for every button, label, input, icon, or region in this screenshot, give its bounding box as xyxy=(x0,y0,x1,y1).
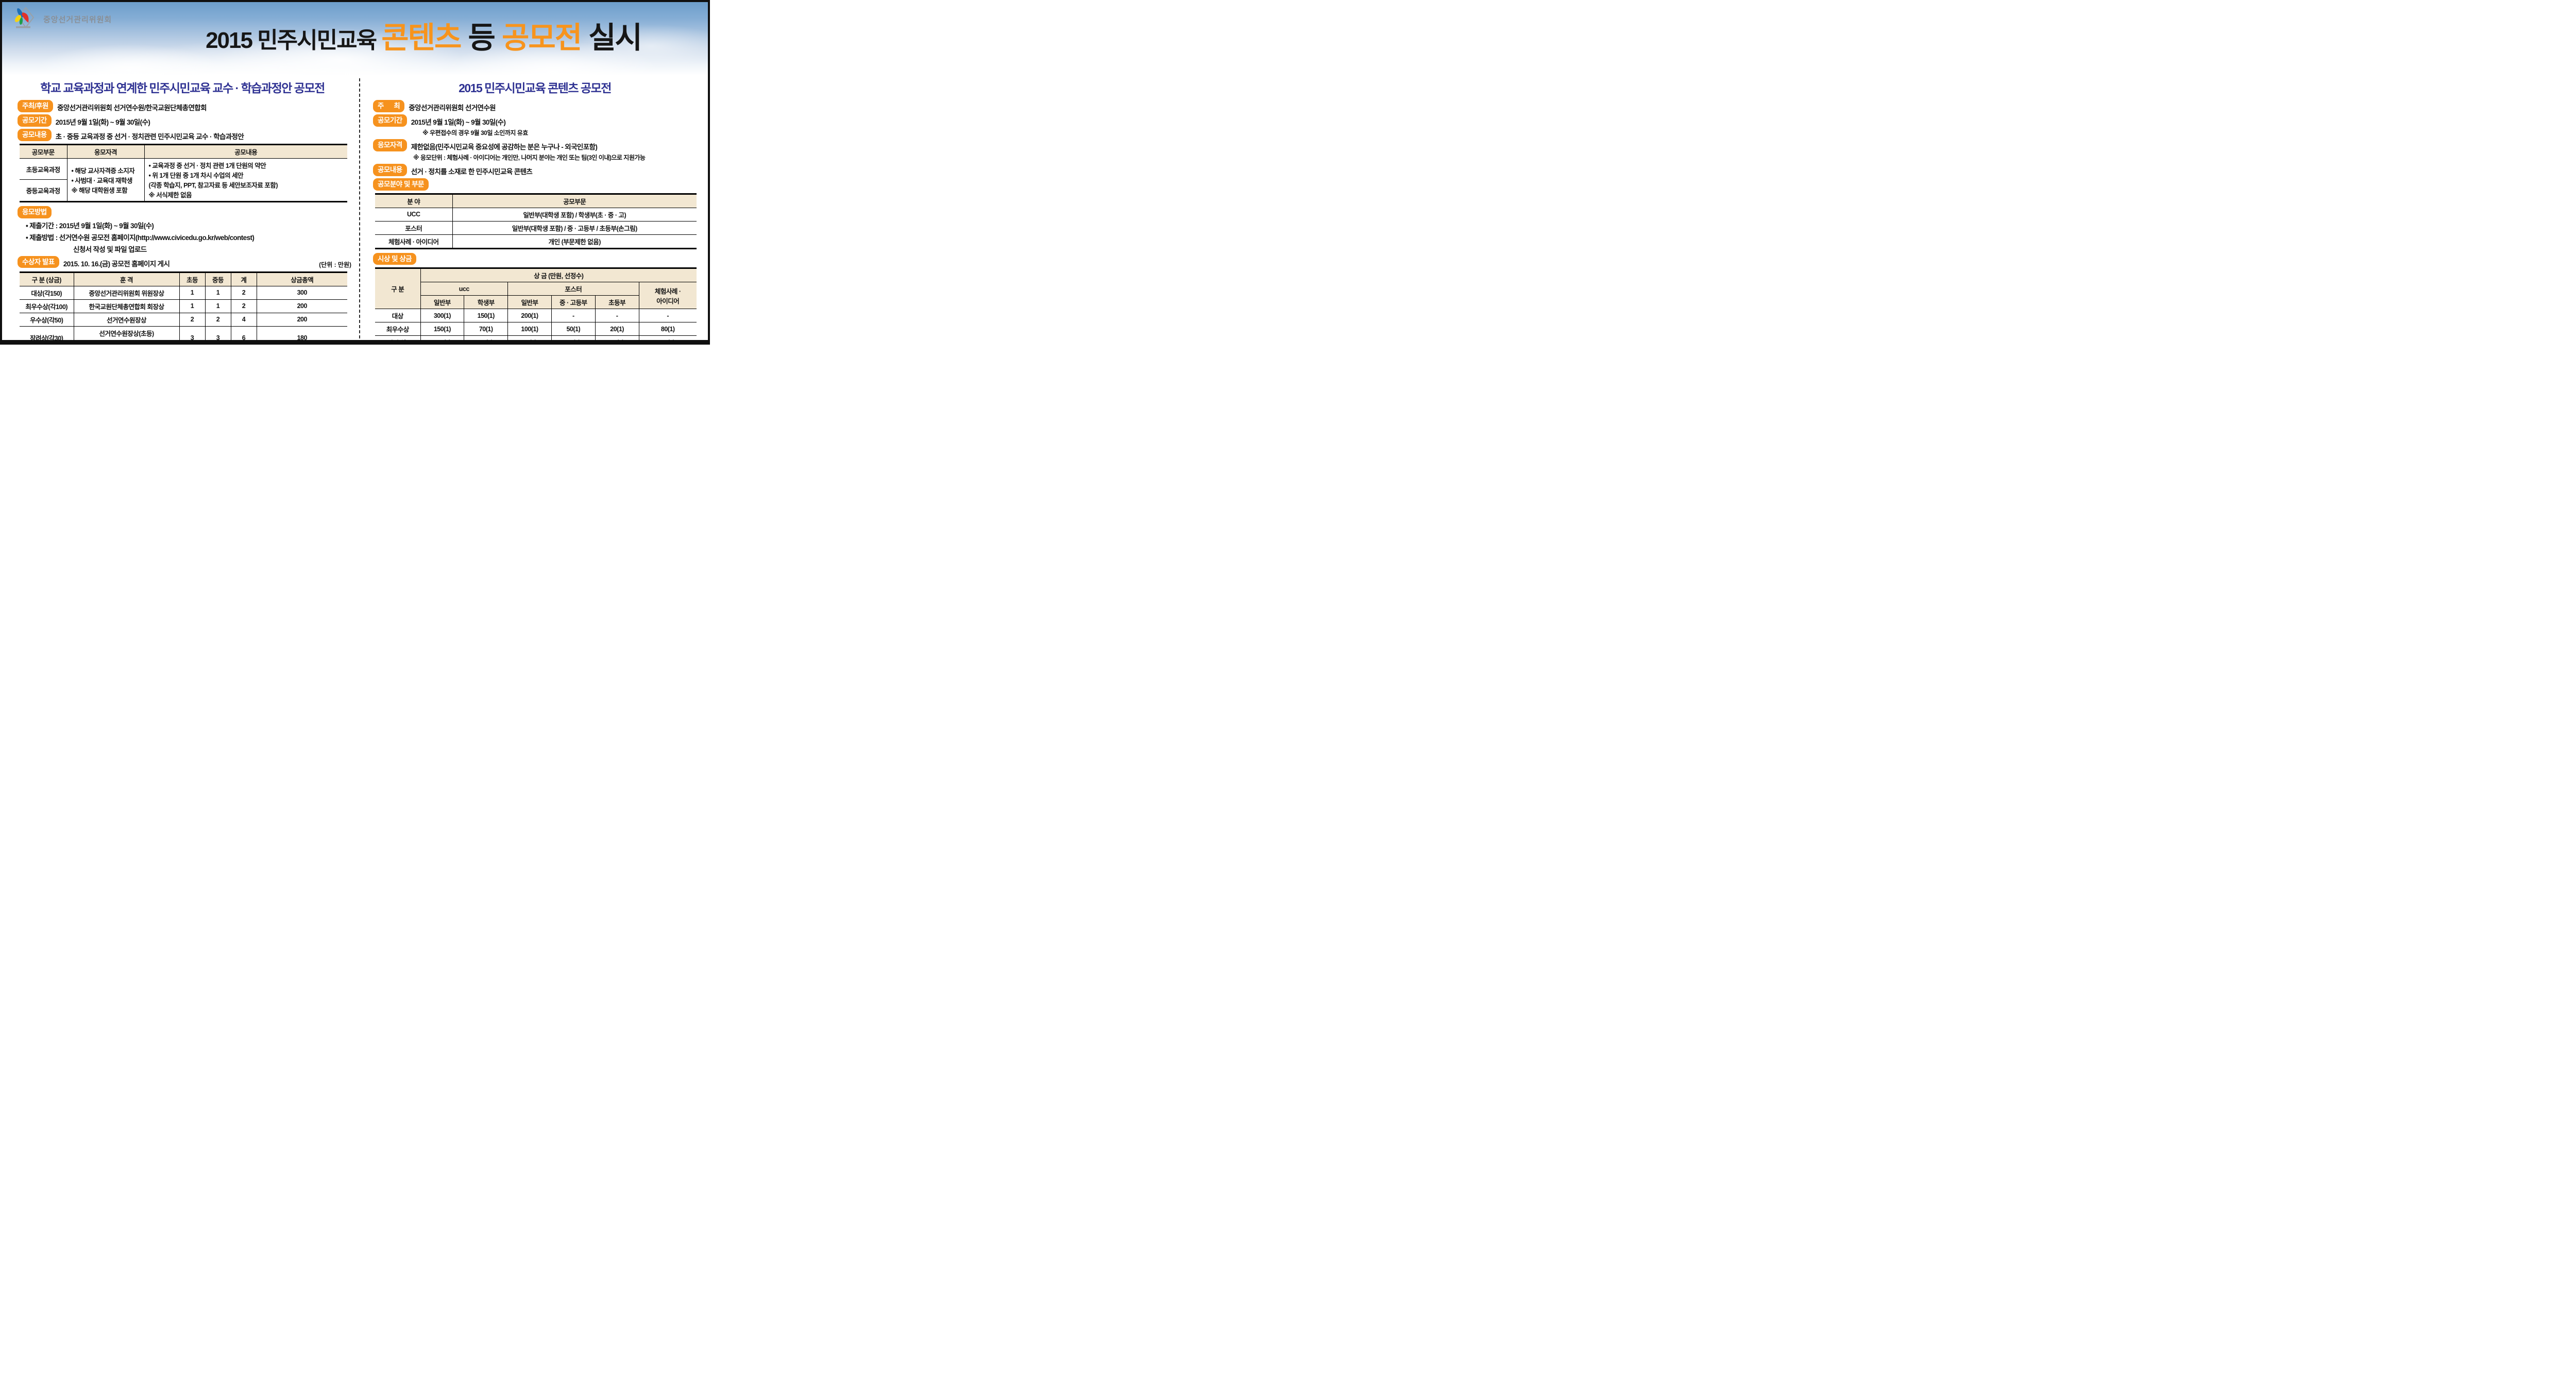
field-badge: 공모분야 및 부문 xyxy=(373,178,429,191)
right-section-title: 2015 민주시민교육 콘텐츠 공모전 xyxy=(459,81,612,95)
eligibility-row: 응모자격 제한없음(민주시민교육 중요성에 공감하는 분은 누구나 - 외국인포… xyxy=(373,139,701,151)
announce-badge: 수상자 발표 xyxy=(18,256,59,268)
period-row: 공모기간 2015년 9월 1일(화) ~ 9월 30일(수) xyxy=(18,114,351,127)
table-row: 중등교육과정 xyxy=(20,179,347,202)
host-sponsor-badge: 주최/후원 xyxy=(18,100,53,112)
period-badge: 공모기간 xyxy=(18,114,52,127)
method-badge: 응모방법 xyxy=(18,206,52,218)
period-badge: 공모기간 xyxy=(373,114,407,127)
prize-badge-row: 시상 및 상금 xyxy=(373,252,701,265)
host-badge: 주 최 xyxy=(373,100,405,112)
column-divider xyxy=(359,78,360,338)
left-column: 학교 교육과정과 연계한 민주시민교육 교수 · 학습과정안 공모전 주최/후원… xyxy=(13,77,351,340)
period-row: 공모기간 2015년 9월 1일(화) ~ 9월 30일(수) xyxy=(373,114,701,127)
content-badge: 공모내용 xyxy=(373,164,407,176)
content-badge: 공모내용 xyxy=(18,129,52,141)
table-row: 초등교육과정 • 해당 교사자격증 소지자 • 사범대 · 교육대 재학생 ※ … xyxy=(20,158,347,202)
table-row: UCC 일반부(대학생 포함) / 학생부(초 · 중 · 고) xyxy=(375,207,697,222)
title-part-black: 실시 xyxy=(581,21,642,55)
title-part-orange: 공모전 xyxy=(501,21,582,55)
content-row: 공모내용 선거 · 정치를 소재로 한 민주시민교육 콘텐츠 xyxy=(373,164,701,176)
curriculum-table: 공모부문 응모자격 공모내용 초등교육과정 • 해당 교사자격증 소지자 • 사… xyxy=(20,144,347,202)
poster-title: 2015 민주시민교육 콘텐츠 등 공모전 실시 xyxy=(151,13,696,57)
announce-row: 수상자 발표 2015. 10. 16.(금) 공모전 홈페이지 게시 (단위 … xyxy=(18,256,351,269)
method-bullets: • 제출기간 : 2015년 9월 1일(화) ~ 9월 30일(수) • 제출… xyxy=(26,222,255,253)
right-column: 2015 민주시민교육 콘텐츠 공모전 주 최 중앙선거관리위원회 선거연수원 … xyxy=(369,77,701,340)
prize-table: 구 분 상 금 (만원, 선정수) ucc 포스터 체험사례 · 아이디어 일반… xyxy=(375,267,697,340)
period-note: ※ 우편접수의 경우 9월 30일 소인까지 유효 xyxy=(422,129,528,137)
sky-header: 중앙선거관리위원회 2015 민주시민교육 콘텐츠 등 공모전 실시 xyxy=(2,2,708,75)
unit-note: (단위 : 만원) xyxy=(319,261,351,268)
nec-bird-icon xyxy=(12,7,39,31)
content-row: 공모내용 초 · 중등 교육과정 중 선거 · 정치관련 민주시민교육 교수 ·… xyxy=(18,129,351,141)
eligibility-badge: 응모자격 xyxy=(373,139,407,151)
table-row: 포스터 일반부(대학생 포함) / 중 · 고등부 / 초등부(손그림) xyxy=(375,220,697,235)
table-row: 장려상(각30) 선거연수원장상(초등) 한국교원단체총연합회 회장상(중등) 3… xyxy=(20,326,347,340)
title-part-black: 2015 민주시민교육 xyxy=(206,28,382,53)
title-part-orange: 콘텐츠 xyxy=(381,21,462,55)
nec-org-name: 중앙선거관리위원회 xyxy=(43,15,112,24)
title-part-black: 등 xyxy=(461,21,502,55)
table-row: 체험사례 · 아이디어 개인 (부문제한 없음) xyxy=(375,234,697,249)
host-sponsor-row: 주최/후원 중앙선거관리위원회 선거연수원/한국교원단체총연합회 xyxy=(18,100,351,112)
table-row: 대상 300(1) 150(1) 200(1) -- - xyxy=(375,309,697,322)
prize-badge: 시상 및 상금 xyxy=(373,252,417,265)
contest-poster: 중앙선거관리위원회 2015 민주시민교육 콘텐츠 등 공모전 실시 학교 교육… xyxy=(0,0,710,345)
method-row: 응모방법 xyxy=(18,206,351,218)
nec-header-logo: 중앙선거관리위원회 xyxy=(12,7,112,31)
table-row: 최우수상 150(1) 70(1) 100(1) 50(1) 20(1) 80(1) xyxy=(375,322,697,336)
left-section-title: 학교 교육과정과 연계한 민주시민교육 교수 · 학습과정안 공모전 xyxy=(40,81,325,95)
awards-table: 구 분 (상금) 훈 격 초등 중등 계 상금총액 대상(각150) 중앙선거관리… xyxy=(20,271,347,340)
table-row: 우수상 100(2) 50(2) 50(2) 30(2) 15(2) 50(3) xyxy=(375,335,697,340)
field-table: 분 야 공모부문 UCC 일반부(대학생 포함) / 학생부(초 · 중 · 고)… xyxy=(375,193,697,249)
eligibility-note: ※ 응모단위 : 체험사례 · 아이디어는 개인만, 나머지 분야는 개인 또는… xyxy=(413,154,646,161)
field-badge-row: 공모분야 및 부문 xyxy=(373,178,701,191)
host-row: 주 최 중앙선거관리위원회 선거연수원 xyxy=(373,100,701,112)
